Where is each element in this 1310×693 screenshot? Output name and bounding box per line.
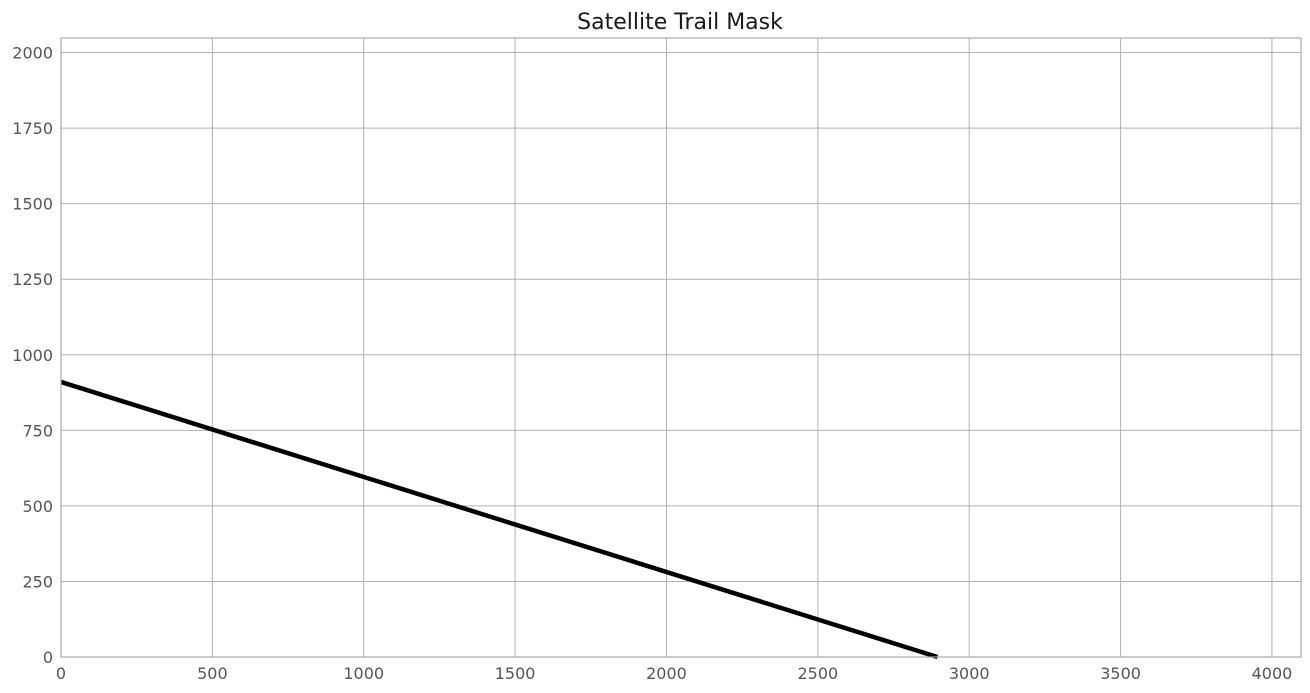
grid [60, 38, 1301, 658]
y-tick-label: 1250 [12, 270, 53, 289]
x-tick-label: 2000 [646, 664, 687, 683]
y-axis-tick-labels: 0 250 500 750 1000 1250 1500 1750 2000 [12, 44, 53, 667]
series-layer [60, 379, 939, 660]
x-tick-label: 3000 [949, 664, 990, 683]
y-tick-label: 1500 [12, 195, 53, 214]
x-tick-label: 4000 [1252, 664, 1293, 683]
chart-title: Satellite Trail Mask [577, 10, 783, 35]
x-tick-label: 3500 [1100, 664, 1141, 683]
plot-frame [60, 37, 1302, 658]
x-axis-tick-labels: 0 500 1000 1500 2000 2500 3000 3500 4000 [56, 664, 1292, 683]
x-tick-label: 1500 [495, 664, 536, 683]
series-line [60, 379, 939, 660]
y-tick-label: 1750 [12, 119, 53, 138]
y-tick-label: 750 [22, 421, 53, 440]
x-tick-label: 0 [56, 664, 66, 683]
x-tick-label: 500 [197, 664, 228, 683]
y-tick-label: 2000 [12, 44, 53, 63]
y-tick-label: 500 [22, 497, 53, 516]
y-tick-label: 1000 [12, 346, 53, 365]
y-tick-label: 0 [43, 648, 53, 667]
x-tick-label: 1000 [343, 664, 384, 683]
x-tick-label: 2500 [797, 664, 838, 683]
y-tick-label: 250 [22, 572, 53, 591]
